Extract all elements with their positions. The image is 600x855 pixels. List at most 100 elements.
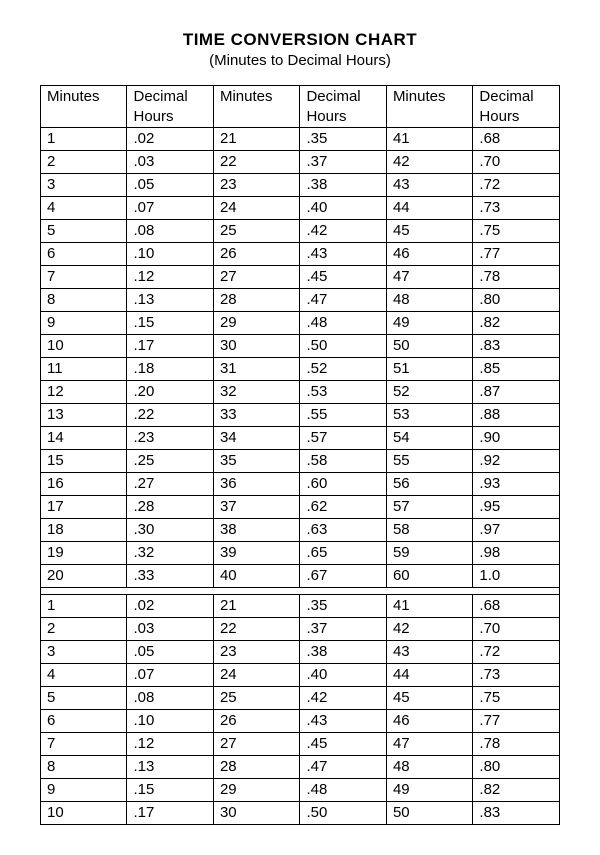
- table-cell: .03: [127, 618, 213, 641]
- table-cell: 44: [386, 197, 472, 220]
- table-row: 3.0523.3843.72: [41, 641, 560, 664]
- table-row: 10.1730.5050.83: [41, 802, 560, 825]
- table-cell: .08: [127, 687, 213, 710]
- table-header: Minutes Decimal Hours Minutes Decimal Ho…: [41, 86, 560, 128]
- table-cell: 58: [386, 519, 472, 542]
- table-cell: .92: [473, 450, 560, 473]
- table-cell: .43: [300, 243, 386, 266]
- table-cell: 56: [386, 473, 472, 496]
- table-cell: .75: [473, 220, 560, 243]
- table-cell: 8: [41, 756, 127, 779]
- table-cell: 4: [41, 197, 127, 220]
- table-cell: .48: [300, 312, 386, 335]
- table-cell: .62: [300, 496, 386, 519]
- table-cell: .73: [473, 664, 560, 687]
- table-row: 6.1026.4346.77: [41, 710, 560, 733]
- table-cell: .45: [300, 266, 386, 289]
- table-cell: 24: [213, 197, 299, 220]
- table-cell: 29: [213, 779, 299, 802]
- document-page: TIME CONVERSION CHART (Minutes to Decima…: [0, 0, 600, 855]
- table-cell: .85: [473, 358, 560, 381]
- table-cell: .47: [300, 289, 386, 312]
- table-cell: .12: [127, 733, 213, 756]
- table-cell: .12: [127, 266, 213, 289]
- table-cell: 1: [41, 128, 127, 151]
- table-cell: 26: [213, 710, 299, 733]
- page-title: TIME CONVERSION CHART: [40, 30, 560, 50]
- table-cell: 7: [41, 733, 127, 756]
- table-cell: .42: [300, 220, 386, 243]
- table-cell: .58: [300, 450, 386, 473]
- table-cell: .28: [127, 496, 213, 519]
- table-cell: 59: [386, 542, 472, 565]
- table-cell: 34: [213, 427, 299, 450]
- table-cell: 25: [213, 687, 299, 710]
- table-cell: 35: [213, 450, 299, 473]
- table-cell: .43: [300, 710, 386, 733]
- table-cell: 53: [386, 404, 472, 427]
- table-cell: 25: [213, 220, 299, 243]
- table-body-2: 1.0221.3541.682.0322.3742.703.0523.3843.…: [41, 595, 560, 825]
- table-cell: .75: [473, 687, 560, 710]
- table-row: 16.2736.6056.93: [41, 473, 560, 496]
- table-cell: 49: [386, 779, 472, 802]
- page-subtitle: (Minutes to Decimal Hours): [40, 52, 560, 69]
- table-cell: .65: [300, 542, 386, 565]
- table-cell: 3: [41, 174, 127, 197]
- table-cell: .20: [127, 381, 213, 404]
- table-cell: 49: [386, 312, 472, 335]
- table-cell: 4: [41, 664, 127, 687]
- table-cell: .33: [127, 565, 213, 588]
- table-cell: .70: [473, 151, 560, 174]
- table-cell: .08: [127, 220, 213, 243]
- table-cell: .38: [300, 641, 386, 664]
- table-cell: .22: [127, 404, 213, 427]
- table-row: 8.1328.4748.80: [41, 756, 560, 779]
- table-row: 7.1227.4547.78: [41, 266, 560, 289]
- table-cell: .95: [473, 496, 560, 519]
- table-cell: 43: [386, 641, 472, 664]
- table-cell: .05: [127, 174, 213, 197]
- table-cell: .72: [473, 641, 560, 664]
- table-row: 13.2233.5553.88: [41, 404, 560, 427]
- table-cell: 5: [41, 687, 127, 710]
- table-row: 20.3340.67601.0: [41, 565, 560, 588]
- conversion-table: Minutes Decimal Hours Minutes Decimal Ho…: [40, 85, 560, 825]
- table-cell: .80: [473, 756, 560, 779]
- table-row: 6.1026.4346.77: [41, 243, 560, 266]
- table-cell: 19: [41, 542, 127, 565]
- table-cell: 48: [386, 756, 472, 779]
- table-row: 5.0825.4245.75: [41, 220, 560, 243]
- col-header: Minutes: [41, 86, 127, 128]
- table-cell: .25: [127, 450, 213, 473]
- table-row: 17.2837.6257.95: [41, 496, 560, 519]
- col-header: Decimal Hours: [300, 86, 386, 128]
- table-cell: 42: [386, 151, 472, 174]
- table-cell: .38: [300, 174, 386, 197]
- table-row: 5.0825.4245.75: [41, 687, 560, 710]
- table-cell: .83: [473, 335, 560, 358]
- table-cell: .07: [127, 197, 213, 220]
- table-cell: 27: [213, 266, 299, 289]
- table-cell: 47: [386, 733, 472, 756]
- table-cell: 32: [213, 381, 299, 404]
- table-cell: 40: [213, 565, 299, 588]
- table-cell: 33: [213, 404, 299, 427]
- table-cell: 52: [386, 381, 472, 404]
- table-row: 15.2535.5855.92: [41, 450, 560, 473]
- col-header: Decimal Hours: [127, 86, 213, 128]
- table-cell: 30: [213, 802, 299, 825]
- table-cell: .45: [300, 733, 386, 756]
- col-header: Minutes: [213, 86, 299, 128]
- table-cell: .55: [300, 404, 386, 427]
- col-header: Decimal Hours: [473, 86, 560, 128]
- table-cell: 6: [41, 710, 127, 733]
- table-cell: 29: [213, 312, 299, 335]
- table-cell: .63: [300, 519, 386, 542]
- table-cell: .50: [300, 335, 386, 358]
- table-cell: 12: [41, 381, 127, 404]
- table-cell: .82: [473, 779, 560, 802]
- table-cell: .37: [300, 618, 386, 641]
- table-row: 4.0724.4044.73: [41, 664, 560, 687]
- table-cell: .27: [127, 473, 213, 496]
